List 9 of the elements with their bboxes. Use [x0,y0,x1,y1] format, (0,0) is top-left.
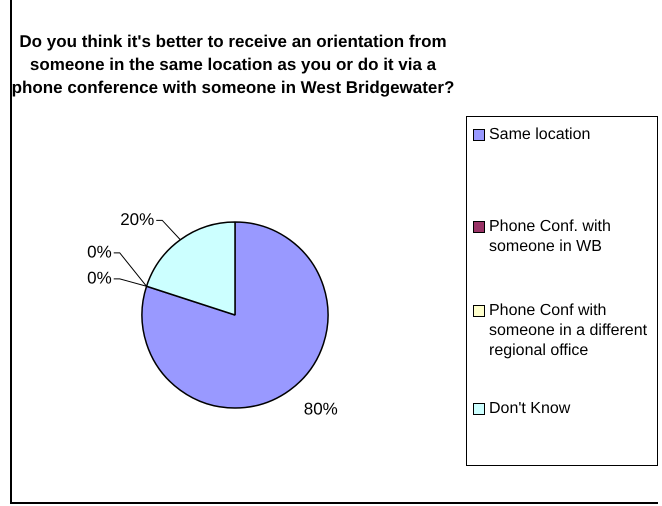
legend-label: Phone Conf with someone in a different regional office [489,301,648,361]
text: 0% [87,242,112,262]
legend-label: Phone Conf. with someone in WB [489,217,612,257]
data-label: 80% [304,399,338,418]
legend-label: Same location [489,125,592,145]
text: 0% [87,268,112,288]
chart-title: Do you think it's better to receive an orientation from someone in the same location as you or do it via a phone conference with someone in West Bridgewater? [10,31,456,99]
legend-label: Don't Know [489,399,572,419]
data-label: 20% [120,210,154,230]
